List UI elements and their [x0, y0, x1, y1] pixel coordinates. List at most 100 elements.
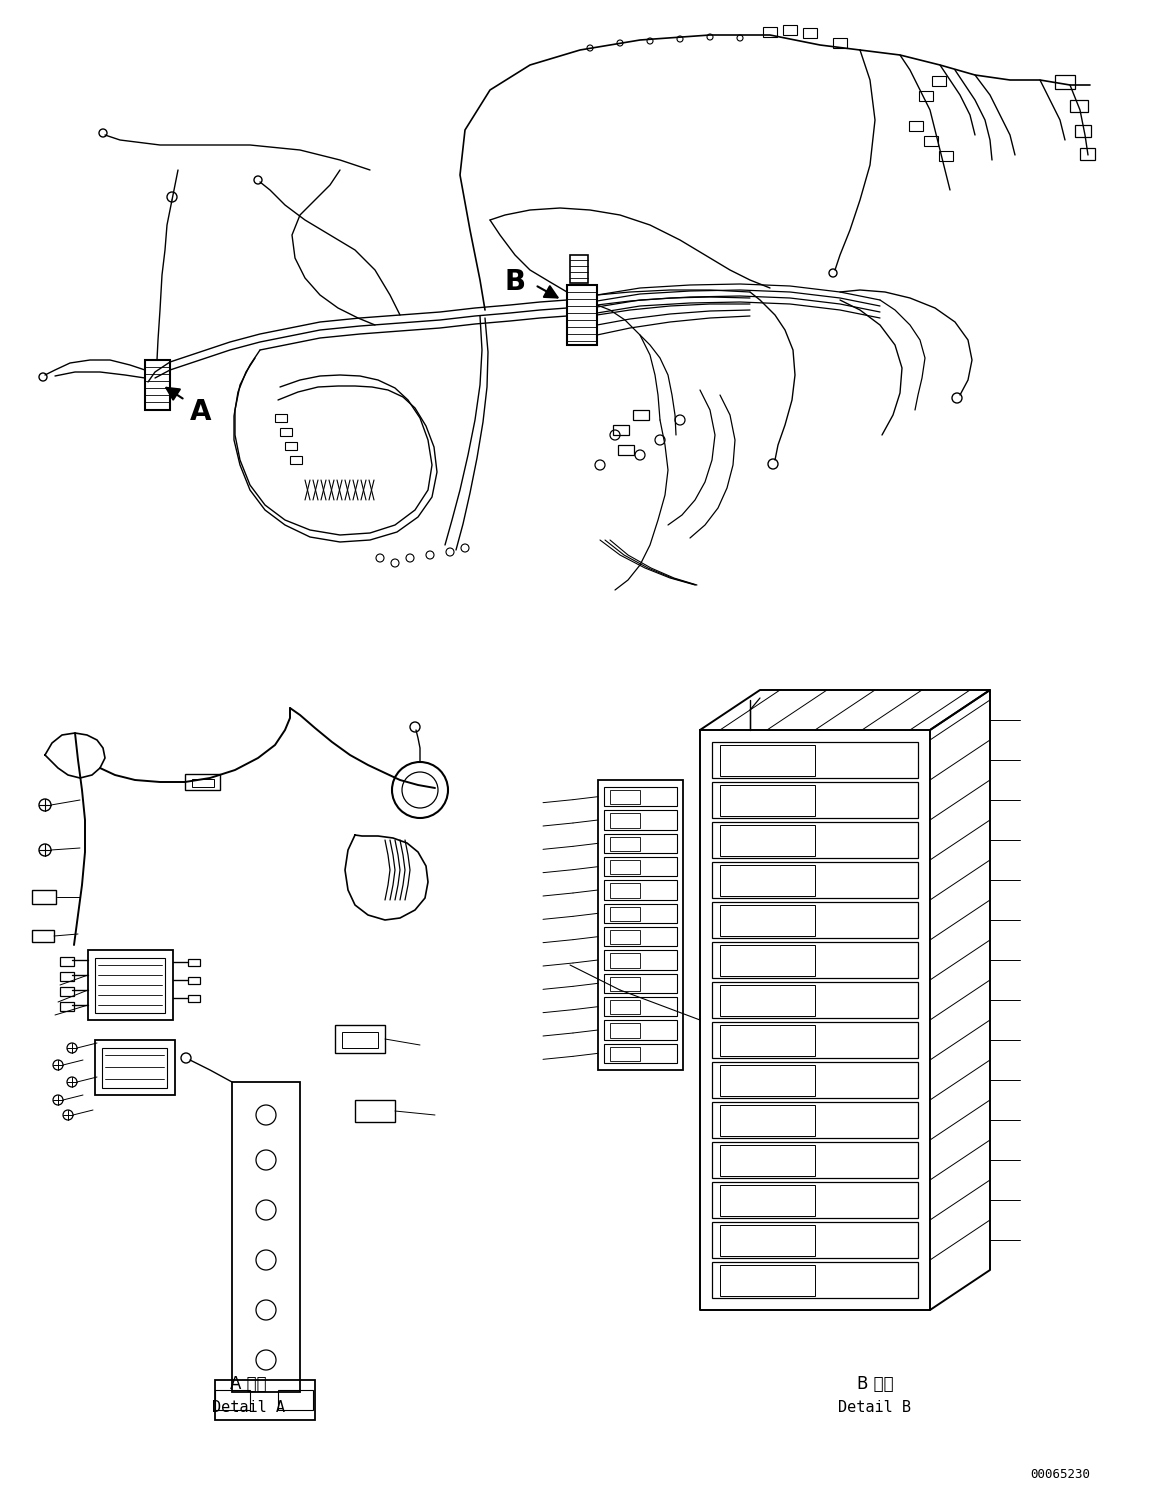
Bar: [604, 833, 677, 853]
Bar: [720, 865, 815, 896]
Bar: [1055, 74, 1075, 89]
Text: A 詳細: A 詳細: [229, 1375, 266, 1393]
Bar: [919, 91, 933, 101]
Bar: [720, 1144, 815, 1176]
Bar: [604, 997, 677, 1016]
Bar: [783, 25, 797, 36]
Bar: [604, 881, 677, 900]
Bar: [33, 890, 56, 905]
Bar: [285, 442, 297, 449]
Bar: [720, 1225, 815, 1256]
Bar: [720, 905, 815, 936]
Bar: [604, 811, 677, 830]
Bar: [720, 1265, 815, 1296]
Bar: [1080, 147, 1096, 161]
Bar: [611, 954, 640, 967]
Bar: [1070, 100, 1089, 112]
Bar: [611, 1046, 640, 1061]
Bar: [60, 1001, 74, 1010]
Bar: [611, 836, 640, 851]
Bar: [95, 1040, 174, 1095]
Bar: [720, 786, 815, 815]
Bar: [342, 1033, 378, 1048]
Bar: [720, 824, 815, 856]
Bar: [712, 1062, 918, 1098]
Bar: [633, 411, 649, 420]
Bar: [712, 1262, 918, 1298]
Bar: [604, 973, 677, 992]
Bar: [712, 862, 918, 897]
Bar: [60, 987, 74, 995]
Bar: [215, 1379, 315, 1420]
Bar: [909, 121, 923, 131]
Bar: [33, 930, 53, 942]
Bar: [611, 860, 640, 875]
Bar: [712, 821, 918, 859]
Bar: [802, 28, 816, 39]
Bar: [185, 774, 220, 790]
Bar: [712, 1022, 918, 1058]
Bar: [763, 27, 777, 37]
Bar: [192, 780, 214, 787]
Bar: [720, 745, 815, 777]
Bar: [188, 978, 200, 984]
Bar: [604, 1043, 677, 1062]
Bar: [611, 976, 640, 991]
Bar: [604, 951, 677, 970]
Bar: [712, 902, 918, 937]
Bar: [604, 857, 677, 876]
Text: 00065230: 00065230: [1030, 1469, 1090, 1481]
Bar: [88, 949, 173, 1019]
Bar: [712, 1181, 918, 1219]
Bar: [611, 814, 640, 827]
Bar: [611, 1000, 640, 1015]
Bar: [335, 1025, 385, 1054]
Text: Detail B: Detail B: [839, 1400, 912, 1415]
Bar: [1075, 125, 1091, 137]
Bar: [712, 1103, 918, 1138]
Bar: [60, 957, 74, 966]
Bar: [613, 426, 629, 434]
Bar: [720, 1025, 815, 1056]
Bar: [618, 445, 634, 455]
Bar: [611, 906, 640, 921]
Text: B: B: [505, 268, 526, 296]
Bar: [355, 1100, 395, 1122]
Bar: [833, 39, 847, 48]
Text: A: A: [190, 397, 212, 426]
Bar: [932, 76, 946, 86]
Bar: [604, 1021, 677, 1040]
Bar: [720, 1106, 815, 1135]
Bar: [720, 1184, 815, 1216]
Bar: [720, 1065, 815, 1097]
Bar: [611, 930, 640, 945]
Bar: [568, 286, 597, 345]
Bar: [215, 1390, 250, 1411]
Text: Detail A: Detail A: [212, 1400, 285, 1415]
Bar: [923, 135, 939, 146]
Bar: [604, 787, 677, 806]
Bar: [145, 360, 170, 411]
Bar: [712, 743, 918, 778]
Bar: [290, 455, 302, 464]
Bar: [188, 995, 200, 1001]
Bar: [95, 958, 165, 1013]
Bar: [280, 429, 292, 436]
Bar: [611, 884, 640, 897]
Bar: [712, 1222, 918, 1257]
Bar: [720, 945, 815, 976]
Bar: [712, 982, 918, 1018]
Bar: [102, 1048, 167, 1088]
Text: B 詳細: B 詳細: [857, 1375, 893, 1393]
Bar: [611, 1024, 640, 1037]
Bar: [712, 783, 918, 818]
Bar: [570, 254, 588, 283]
Bar: [604, 903, 677, 923]
Bar: [274, 414, 287, 423]
Bar: [231, 1082, 300, 1391]
Bar: [611, 790, 640, 805]
Bar: [188, 958, 200, 966]
Bar: [720, 985, 815, 1016]
Bar: [278, 1390, 313, 1411]
Bar: [60, 972, 74, 981]
